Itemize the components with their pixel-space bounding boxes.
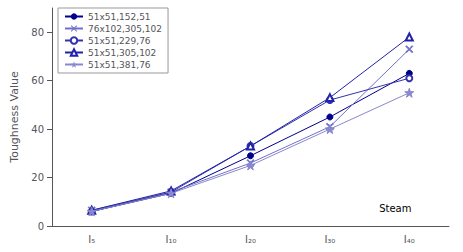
svg-text:51x51,152,51: 51x51,152,51	[88, 12, 151, 22]
svg-text:51x51,305,102: 51x51,305,102	[88, 48, 156, 58]
svg-text:Steam: Steam	[379, 203, 411, 214]
svg-text:76x102,305,102: 76x102,305,102	[88, 24, 162, 34]
svg-text:0: 0	[38, 221, 44, 232]
svg-text:Toughness Value: Toughness Value	[8, 71, 21, 164]
svg-text:51x51,381,76: 51x51,381,76	[88, 60, 151, 70]
svg-text:20: 20	[31, 172, 44, 183]
svg-text:I₂₀: I₂₀	[245, 234, 256, 245]
svg-text:I₅: I₅	[88, 234, 95, 245]
svg-text:40: 40	[31, 124, 44, 135]
svg-text:I₃₀: I₃₀	[324, 234, 335, 245]
svg-text:60: 60	[31, 75, 44, 86]
svg-text:I₄₀: I₄₀	[404, 234, 415, 245]
svg-text:80: 80	[31, 27, 44, 38]
svg-text:51x51,229,76: 51x51,229,76	[88, 36, 151, 46]
svg-text:I₁₀: I₁₀	[166, 234, 177, 245]
